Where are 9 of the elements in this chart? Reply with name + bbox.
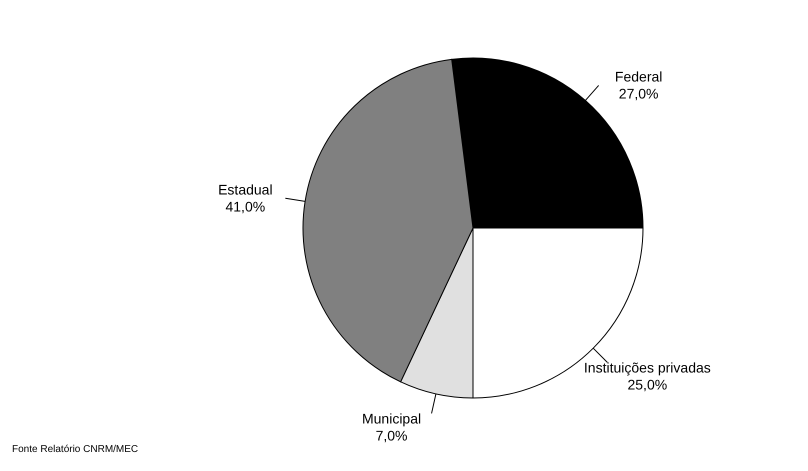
data-label: 27,0% <box>618 85 658 102</box>
slice-label: Instituições privadas <box>584 359 711 376</box>
slice-label: Federal <box>614 68 662 84</box>
slice-label: Estadual <box>218 181 273 198</box>
data-label: 41,0% <box>225 198 266 214</box>
source-note: Fonte Relatório CNRM/MEC <box>12 444 138 455</box>
data-label: 25,0% <box>628 376 668 392</box>
slice-label: Municipal <box>362 410 422 426</box>
data-label: 7,0% <box>376 427 408 444</box>
